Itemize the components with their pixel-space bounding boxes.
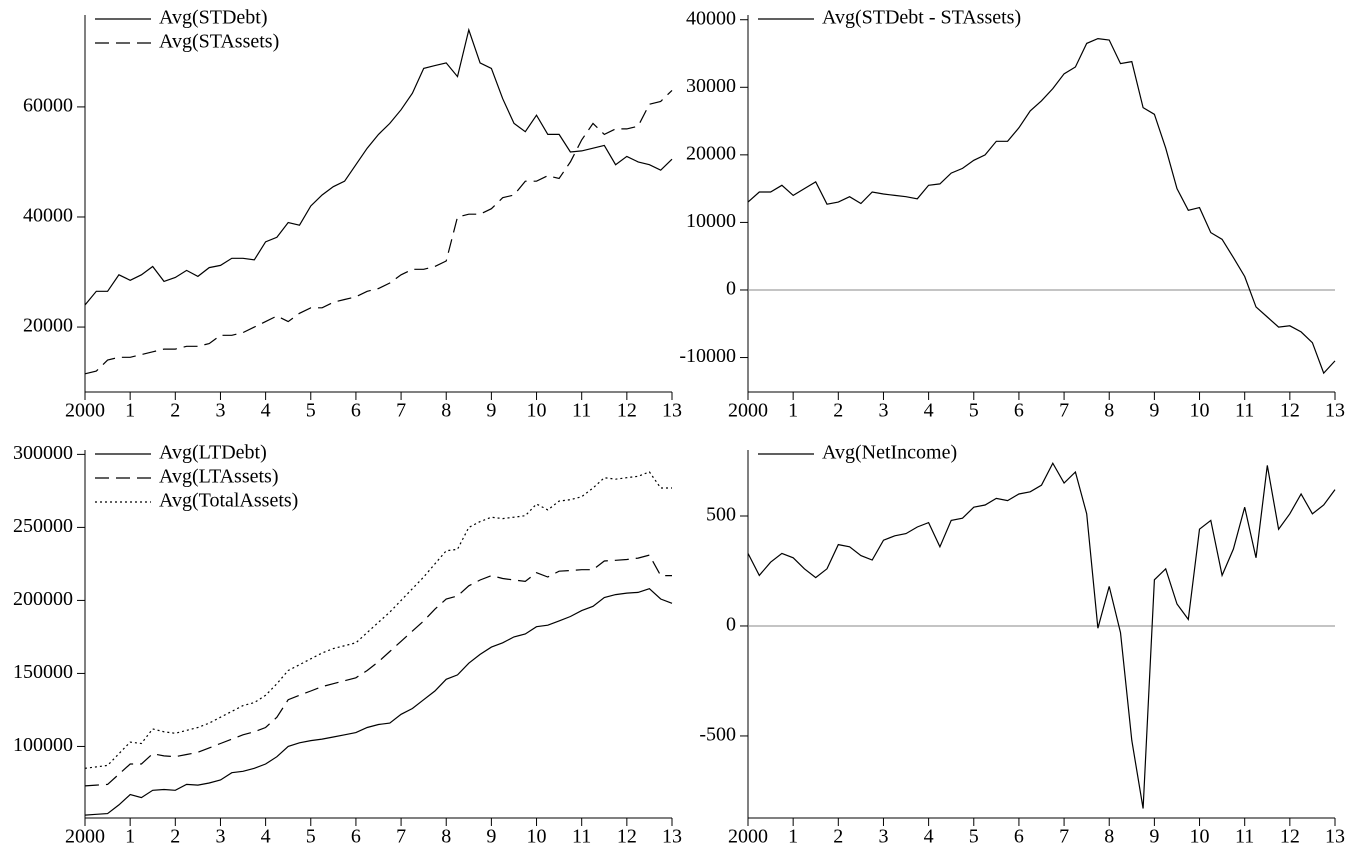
series-line	[747, 37, 1336, 375]
x-tick-label: 4	[261, 400, 271, 422]
x-tick-label: 2	[833, 400, 843, 422]
x-tick-label: 9	[486, 400, 496, 422]
x-tick-label: 5	[306, 400, 316, 422]
x-tick-label: 2000	[65, 826, 105, 848]
y-tick-label: 40000	[23, 205, 73, 227]
x-tick-label: 9	[486, 826, 496, 848]
y-tick-label: 60000	[23, 95, 73, 117]
y-tick-label: 40000	[686, 7, 736, 29]
x-tick-label: 12	[1280, 400, 1300, 422]
x-tick-label: 12	[617, 826, 637, 848]
x-tick-label: 8	[441, 400, 451, 422]
y-tick-label: 200000	[13, 588, 73, 610]
y-tick-label: 100000	[13, 734, 73, 756]
series-line	[84, 554, 672, 787]
x-tick-label: 11	[572, 826, 591, 848]
x-tick-label: 1	[788, 400, 798, 422]
y-tick-label: -500	[699, 724, 736, 746]
x-tick-label: 1	[788, 826, 798, 848]
x-tick-label: 8	[1104, 826, 1114, 848]
y-tick-label: 10000	[686, 210, 736, 232]
x-tick-label: 7	[396, 826, 406, 848]
x-tick-label: 11	[1235, 826, 1254, 848]
x-tick-label: 1	[125, 826, 135, 848]
x-tick-label: 8	[441, 826, 451, 848]
x-tick-label: 12	[617, 400, 637, 422]
x-tick-label: 2000	[728, 400, 768, 422]
x-tick-label: 6	[1014, 826, 1024, 848]
x-tick-label: 13	[1325, 826, 1345, 848]
x-tick-label: 4	[924, 400, 934, 422]
x-tick-label: 5	[306, 826, 316, 848]
x-tick-label: 2	[170, 400, 180, 422]
x-tick-label: 9	[1149, 400, 1159, 422]
x-tick-label: 13	[662, 826, 682, 848]
x-tick-label: 3	[878, 826, 888, 848]
y-tick-label: 20000	[23, 315, 73, 337]
series-line	[84, 27, 673, 306]
legend-label: Avg(LTAssets)	[159, 466, 279, 488]
y-tick-label: 250000	[13, 515, 73, 537]
legend-label: Avg(NetIncome)	[822, 442, 957, 464]
x-tick-label: 13	[662, 400, 682, 422]
x-tick-label: 11	[572, 400, 591, 422]
x-tick-label: 6	[351, 826, 361, 848]
x-tick-label: 2	[833, 826, 843, 848]
x-tick-label: 8	[1104, 400, 1114, 422]
x-tick-label: 3	[215, 826, 225, 848]
legend-label: Avg(LTDebt)	[159, 442, 267, 464]
y-tick-label: -10000	[679, 345, 736, 367]
y-tick-label: 150000	[13, 661, 73, 683]
legend-label: Avg(TotalAssets)	[159, 490, 298, 512]
x-tick-label: 2	[170, 826, 180, 848]
x-tick-label: 6	[1014, 400, 1024, 422]
x-tick-label: 5	[969, 826, 979, 848]
series-line	[84, 89, 673, 375]
series-line	[84, 471, 672, 769]
y-tick-label: 0	[726, 278, 736, 300]
series-line	[84, 588, 673, 816]
x-tick-label: 3	[878, 400, 888, 422]
x-tick-label: 12	[1280, 826, 1300, 848]
y-tick-label: 30000	[686, 75, 736, 97]
legend-label: Avg(STDebt)	[159, 7, 268, 29]
x-tick-label: 9	[1149, 826, 1159, 848]
y-tick-label: 0	[726, 614, 736, 636]
x-tick-label: 2000	[728, 826, 768, 848]
x-tick-label: 7	[396, 400, 406, 422]
x-tick-label: 5	[969, 400, 979, 422]
x-tick-label: 10	[527, 400, 547, 422]
x-tick-label: 2000	[65, 400, 105, 422]
legend-label: Avg(STAssets)	[159, 31, 279, 53]
x-tick-label: 3	[215, 400, 225, 422]
series-line	[747, 461, 1336, 809]
y-tick-label: 300000	[13, 442, 73, 464]
x-tick-label: 10	[1190, 400, 1210, 422]
x-tick-label: 13	[1325, 400, 1345, 422]
x-tick-label: 10	[1190, 826, 1210, 848]
x-tick-label: 7	[1059, 400, 1069, 422]
x-tick-label: 4	[924, 826, 934, 848]
x-tick-label: 10	[527, 826, 547, 848]
x-tick-label: 1	[125, 400, 135, 422]
x-tick-label: 4	[261, 826, 271, 848]
y-tick-label: 500	[706, 504, 736, 526]
y-tick-label: 20000	[686, 142, 736, 164]
x-tick-label: 11	[1235, 400, 1254, 422]
x-tick-label: 7	[1059, 826, 1069, 848]
x-tick-label: 6	[351, 400, 361, 422]
legend-label: Avg(STDebt - STAssets)	[822, 7, 1021, 29]
